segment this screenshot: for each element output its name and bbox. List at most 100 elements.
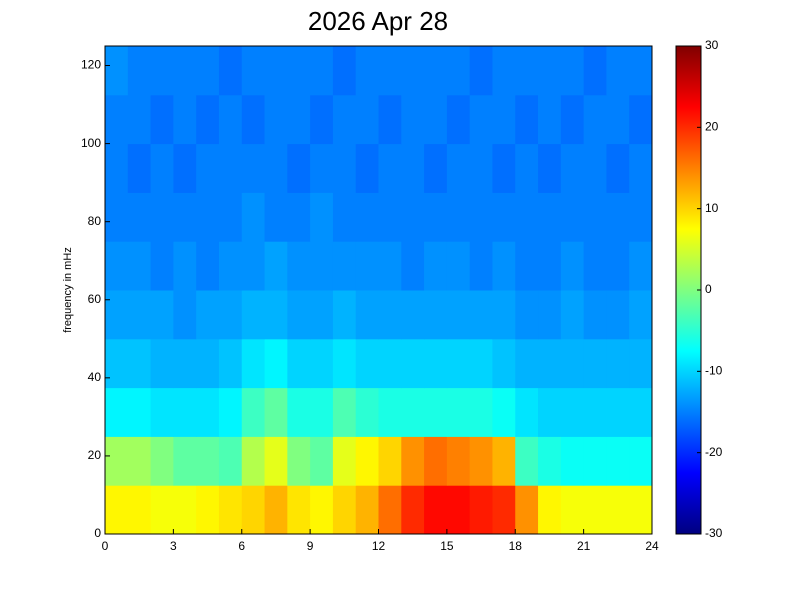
heatmap-cell xyxy=(105,192,129,242)
heatmap-cell xyxy=(355,436,379,486)
heatmap-cell xyxy=(492,143,516,193)
heatmap-cell xyxy=(469,387,493,437)
heatmap-cell xyxy=(287,290,311,340)
heatmap-cell xyxy=(538,436,562,486)
heatmap-cell xyxy=(310,485,334,535)
heatmap-cell xyxy=(378,387,402,437)
heatmap-cell xyxy=(150,192,174,242)
y-tick-label: 0 xyxy=(94,526,101,540)
heatmap-cell xyxy=(401,241,425,291)
heatmap-cell xyxy=(492,192,516,242)
heatmap-cell xyxy=(264,485,288,535)
heatmap-cell xyxy=(127,387,152,437)
heatmap-cell xyxy=(287,46,311,96)
heatmap-cell xyxy=(492,46,516,96)
heatmap-cell xyxy=(150,436,174,486)
heatmap-cell xyxy=(196,485,220,535)
heatmap-cell xyxy=(583,485,607,535)
heatmap-cell xyxy=(560,387,585,437)
heatmap-cell xyxy=(173,436,197,486)
heatmap-cell xyxy=(173,290,197,340)
heatmap-cell xyxy=(355,290,379,340)
heatmap-cell xyxy=(355,94,379,145)
heatmap-cell xyxy=(606,192,630,242)
heatmap-cell xyxy=(583,241,607,291)
heatmap-cell xyxy=(218,46,243,96)
heatmap-cell xyxy=(515,192,539,242)
heatmap-cell xyxy=(424,436,448,486)
heatmap-cell xyxy=(218,338,243,389)
heatmap-cell xyxy=(287,143,311,193)
heatmap-cell xyxy=(332,94,357,145)
heatmap-cell xyxy=(218,436,243,486)
heatmap-cell xyxy=(173,241,197,291)
heatmap-cell xyxy=(629,436,653,486)
heatmap-cell xyxy=(378,94,402,145)
heatmap-cell xyxy=(515,290,539,340)
heatmap-cell xyxy=(241,192,266,242)
heatmap-cell xyxy=(173,143,197,193)
heatmap-cell xyxy=(332,46,357,96)
heatmap-cell xyxy=(355,241,379,291)
heatmap-cell xyxy=(310,143,334,193)
heatmap-cell xyxy=(629,46,653,96)
heatmap-cell xyxy=(310,290,334,340)
heatmap-cell xyxy=(173,485,197,535)
heatmap-cell xyxy=(401,192,425,242)
heatmap-cell xyxy=(355,46,379,96)
heatmap-cell xyxy=(629,290,653,340)
heatmap-cell xyxy=(492,94,516,145)
colorbar-tick-label: 20 xyxy=(705,120,719,134)
x-tick-label: 12 xyxy=(372,539,386,553)
heatmap-cell xyxy=(105,241,129,291)
heatmap-cell xyxy=(515,485,539,535)
heatmap-cell xyxy=(287,338,311,389)
heatmap-cell xyxy=(310,94,334,145)
heatmap-cell xyxy=(629,485,653,535)
heatmap-cell xyxy=(538,46,562,96)
heatmap-cell xyxy=(310,436,334,486)
heatmap-cell xyxy=(332,143,357,193)
heatmap-cell xyxy=(196,192,220,242)
x-tick-label: 24 xyxy=(645,539,659,553)
colorbar-tick-label: -30 xyxy=(705,526,723,540)
heatmap-cell xyxy=(424,46,448,96)
heatmap-cell xyxy=(446,94,471,145)
heatmap-cell xyxy=(378,485,402,535)
heatmap-cell xyxy=(105,387,129,437)
heatmap-cell xyxy=(469,338,493,389)
heatmap-cell xyxy=(606,387,630,437)
heatmap-cell xyxy=(424,192,448,242)
heatmap-cell xyxy=(173,192,197,242)
heatmap-cell xyxy=(241,143,266,193)
heatmap-cell xyxy=(629,241,653,291)
heatmap-cell xyxy=(401,338,425,389)
x-tick-label: 0 xyxy=(102,539,109,553)
heatmap-cell xyxy=(355,485,379,535)
heatmap-cell xyxy=(105,485,129,535)
heatmap-cell xyxy=(446,143,471,193)
heatmap-cell xyxy=(310,46,334,96)
heatmap-cell xyxy=(241,436,266,486)
heatmap-cell xyxy=(173,94,197,145)
heatmap-cell xyxy=(606,143,630,193)
heatmap-cell xyxy=(332,290,357,340)
heatmap-cell xyxy=(560,94,585,145)
heatmap-cell xyxy=(378,192,402,242)
heatmap-cell xyxy=(332,485,357,535)
heatmap-cell xyxy=(105,46,129,96)
heatmap-cell xyxy=(310,387,334,437)
heatmap-cell xyxy=(218,143,243,193)
heatmap-cell xyxy=(287,387,311,437)
heatmap-cell xyxy=(264,436,288,486)
heatmap-cell xyxy=(241,46,266,96)
heatmap-cell xyxy=(173,338,197,389)
heatmap-cell xyxy=(515,46,539,96)
heatmap-cell xyxy=(492,485,516,535)
heatmap-cell xyxy=(218,290,243,340)
heatmap-cell xyxy=(469,143,493,193)
heatmap-cell xyxy=(469,241,493,291)
heatmap-cell xyxy=(606,338,630,389)
colorbar-tick-label: -20 xyxy=(705,445,723,459)
heatmap-cell xyxy=(446,387,471,437)
